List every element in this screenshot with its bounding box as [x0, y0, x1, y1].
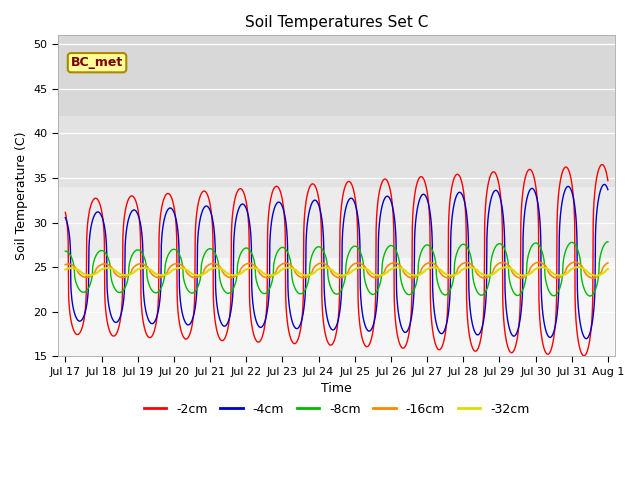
-4cm [316, 207, 324, 213]
Bar [58, 187, 615, 258]
-4cm [604, 185, 611, 191]
-2cm [458, 180, 466, 186]
-8cm [428, 247, 436, 252]
-16cm [604, 260, 612, 266]
Bar [58, 258, 615, 356]
X-axis label: Time: Time [321, 382, 352, 396]
Legend: -2cm, -4cm, -8cm, -16cm, -32cm: -2cm, -4cm, -8cm, -16cm, -32cm [139, 398, 534, 420]
-2cm [428, 323, 436, 328]
-4cm [604, 187, 612, 192]
-16cm [316, 260, 324, 266]
-2cm [159, 200, 166, 205]
-2cm [604, 175, 611, 180]
Line: -16cm: -16cm [65, 262, 608, 278]
-4cm [159, 225, 166, 230]
-4cm [600, 181, 608, 187]
-8cm [316, 244, 324, 250]
-4cm [61, 215, 69, 220]
-2cm [61, 209, 69, 215]
Title: Soil Temperatures Set C: Soil Temperatures Set C [245, 15, 428, 30]
-2cm [598, 162, 606, 168]
-16cm [159, 274, 166, 279]
-16cm [489, 269, 497, 275]
-8cm [586, 293, 594, 299]
-4cm [458, 192, 466, 197]
-16cm [61, 262, 69, 267]
-8cm [489, 250, 497, 256]
-8cm [604, 239, 611, 245]
-32cm [592, 273, 600, 278]
Bar [58, 116, 615, 187]
-16cm [589, 275, 596, 281]
-2cm [316, 208, 324, 214]
Bar [58, 36, 615, 116]
Line: -32cm: -32cm [65, 267, 608, 276]
-8cm [458, 242, 466, 248]
-2cm [489, 169, 497, 175]
-2cm [604, 178, 612, 183]
-32cm [604, 266, 611, 272]
-4cm [428, 233, 436, 239]
-32cm [61, 267, 69, 273]
Line: -2cm: -2cm [65, 165, 608, 356]
-4cm [489, 191, 497, 196]
Line: -8cm: -8cm [65, 242, 608, 296]
-32cm [316, 265, 324, 271]
-4cm [582, 336, 590, 342]
-8cm [604, 239, 612, 245]
-32cm [574, 264, 582, 270]
-32cm [159, 272, 166, 278]
Line: -4cm: -4cm [65, 184, 608, 339]
-16cm [604, 260, 611, 266]
-32cm [428, 264, 436, 270]
-2cm [580, 353, 588, 359]
-32cm [458, 267, 466, 273]
Y-axis label: Soil Temperature (C): Soil Temperature (C) [15, 132, 28, 260]
-16cm [428, 260, 436, 266]
-8cm [61, 248, 69, 254]
Text: BC_met: BC_met [71, 56, 123, 69]
-16cm [458, 261, 466, 267]
-16cm [571, 259, 579, 265]
-32cm [489, 271, 497, 277]
-32cm [604, 266, 612, 272]
-8cm [159, 281, 166, 287]
